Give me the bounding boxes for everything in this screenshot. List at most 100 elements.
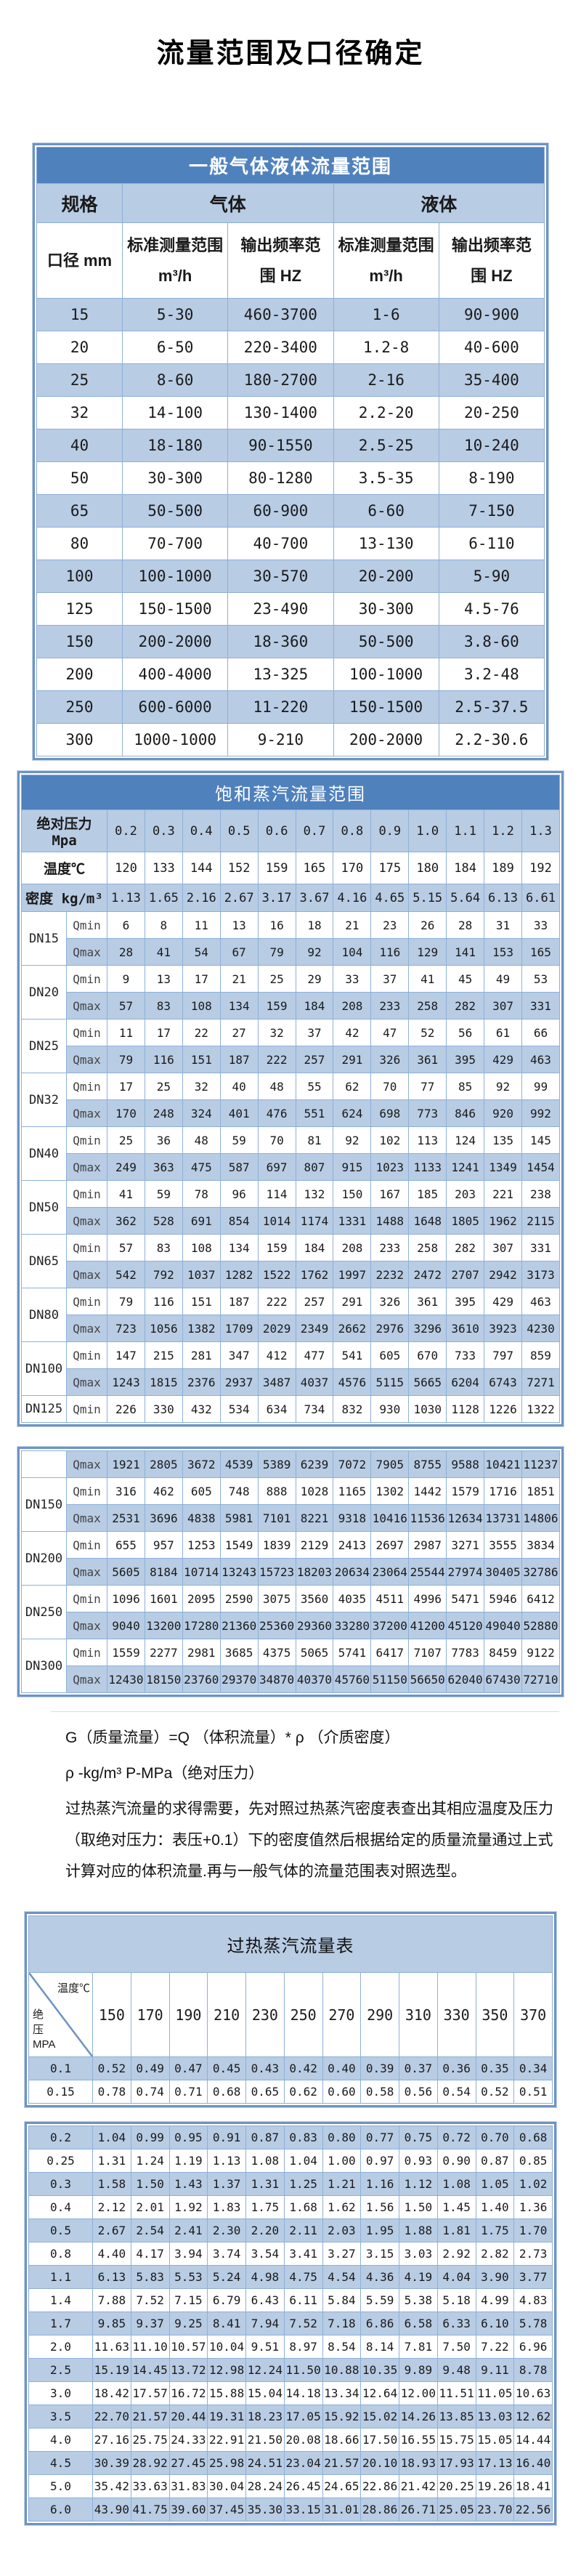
density-value: 0.56 [399,2080,438,2104]
steam-flow-value: 25 [144,1073,183,1100]
density-value: 4.65 [370,884,410,912]
density-value: 15.19 [92,2358,131,2383]
density-value: 16.40 [513,2451,553,2476]
density-value: 0.52 [475,2080,515,2104]
density-value: 0.60 [322,2080,362,2104]
steam-flow-value: 7271 [521,1368,561,1396]
steam-flow-value: 324 [182,1099,221,1127]
dn-size-label: DN65 [21,1234,67,1288]
table-row: 32 14-100 130-1400 2.2-20 20-250 [36,396,545,429]
steam-flow-value: 2413 [333,1531,372,1559]
density-value: 6.33 [436,2311,476,2336]
steam-flow-value: 432 [182,1395,221,1423]
flow-value-cell: 70-700 [121,527,229,560]
flow-value-cell: 18-360 [227,625,334,658]
steam-flow-value: 9 [107,965,145,993]
steam-flow-value: 1023 [370,1153,410,1181]
steam-flow-value: 116 [144,1288,183,1315]
steam-flow-value: 33 [333,965,372,993]
density-value: 0.72 [436,2125,476,2150]
flow-value-cell: 90-900 [438,298,545,331]
density-value: 21.42 [399,2474,438,2499]
steam-flow-value: 59 [144,1180,183,1208]
q-type-label: Qmin [66,1341,107,1369]
flow-value-cell: 3.8-60 [438,625,545,658]
steam-flow-value: 2115 [521,1207,561,1235]
steam-flow-value: 291 [333,1046,372,1073]
steam-flow-value: 22 [182,1019,221,1046]
density-value: 0.87 [245,2125,285,2150]
steam-flow-value: 5389 [257,1450,296,1478]
diameter-cell: 65 [36,494,123,528]
steam-flow-value: 45760 [333,1665,372,1693]
steam-flow-value: 1165 [333,1477,372,1505]
density-value: 1.31 [92,2149,131,2173]
steam-flow-value: 233 [370,992,410,1020]
steam-flow-value: 3271 [446,1531,485,1559]
steam-flow-value: 4838 [182,1504,221,1532]
density-value: 8.14 [360,2335,399,2359]
density-value: 25.98 [207,2451,246,2476]
density-value: 18.93 [399,2451,438,2476]
steam-flow-value: 528 [144,1207,183,1235]
density-value: 1.37 [207,2172,246,2197]
steam-flow-value: 54 [182,938,221,966]
density-value: 8.78 [513,2358,553,2383]
temperature-value: 184 [446,852,485,884]
density-value: 2.67 [92,2218,131,2243]
diameter-cell: 150 [36,625,123,658]
table-row: DN50 Qmin 41 59 78 96 114 132 150 167 185 203 221 238 [21,1180,561,1235]
steam-flow-value: 12430 [107,1665,145,1693]
steam-flow-value: 21360 [219,1612,259,1639]
q-type-label: Qmax [66,1558,107,1586]
dn-size-label: DN32 [21,1073,67,1127]
steam-flow-value: 33280 [333,1612,372,1639]
q-type-label: Qmax [66,1099,107,1127]
steam-flow-value: 1454 [521,1153,561,1181]
pressure-row-label: 1.4 [28,2288,93,2313]
steam-flow-value: 2976 [370,1315,410,1342]
steam-flow-value: 29360 [295,1612,334,1639]
pressure-row-label: 4.5 [28,2451,93,2476]
density-value: 7.81 [399,2335,438,2359]
steam-flow-value: 1805 [446,1207,485,1235]
density-value: 18.41 [513,2474,553,2499]
steam-flow-value: 542 [107,1261,145,1288]
dn-size-label: DN250 [21,1585,67,1639]
steam-flow-value: 748 [219,1477,259,1505]
density-value: 23.04 [283,2451,323,2476]
q-type-label: Qmin [66,1126,107,1154]
steam-flow-value: 792 [144,1261,183,1288]
density-value: 4.16 [333,884,372,912]
density-value: 2.11 [283,2218,323,2243]
table-row: 3.0 18.42 17.57 16.72 15.88 15.04 14.18 13.34 12… [28,2381,553,2406]
density-value: 13.72 [168,2358,208,2383]
flow-value-cell: 5-30 [121,298,229,331]
density-value: 4.04 [436,2265,476,2290]
steam-flow-value: 25544 [408,1558,447,1586]
steam-flow-value: 361 [408,1288,447,1315]
liquid-measure-range-header: 标准测量范围 m³/h [333,222,439,299]
dn-size-label [21,1450,67,1478]
density-value: 6.13 [92,2265,131,2290]
superheated-steam-table-block2: 0.2 1.04 0.99 0.95 0.91 0.87 0.83 0.80 0.77 0.75 0… [25,2122,556,2526]
table-row: 80 70-700 40-700 13-130 6-110 [36,527,545,560]
steam-flow-value: 49040 [484,1612,522,1639]
table-row: 0.3 1.58 1.50 1.43 1.37 1.31 1.25 1.21 1.16 1.12 1… [28,2172,553,2197]
dn-size-label: DN25 [21,1019,67,1073]
density-value: 25.75 [130,2428,170,2452]
density-value: 0.71 [168,2080,208,2104]
steam-flow-value: 17 [182,965,221,993]
density-value: 5.15 [408,884,447,912]
pressure-row-label: 0.2 [28,2125,93,2150]
density-value: 2.73 [513,2242,553,2266]
density-value: 1.00 [322,2149,362,2173]
density-value: 0.77 [360,2125,399,2150]
steam-flow-value: 72710 [521,1665,561,1693]
q-type-label: Qmax [66,1153,107,1181]
steam-flow-value: 184 [295,992,334,1020]
density-value: 0.40 [322,2056,362,2081]
dn-size-label: DN125 [21,1395,67,1423]
steam-flow-value: 477 [295,1341,334,1369]
q-type-label: Qmax [66,1612,107,1639]
